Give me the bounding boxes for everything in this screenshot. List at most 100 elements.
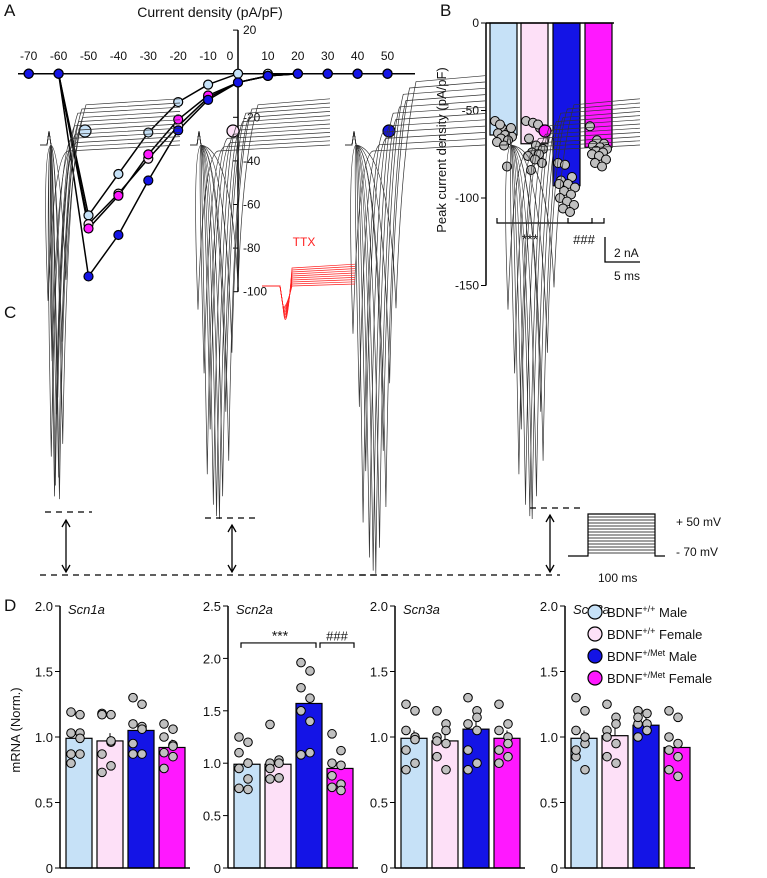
current-trace	[190, 102, 331, 353]
chart-b-point	[565, 207, 575, 217]
chart-d-y-tick-label: 1.5	[370, 665, 388, 680]
chart-d-point	[441, 764, 451, 775]
chart-d-point	[327, 758, 337, 769]
chart-b-point	[524, 133, 534, 144]
chart-b-point	[585, 121, 595, 132]
chart-d-panel-title: Scn2a	[236, 602, 273, 617]
chart-d-y-tick-label: 1.0	[540, 730, 558, 745]
chart-d-point	[128, 749, 138, 759]
chart-d-point	[494, 745, 504, 755]
current-trace	[345, 113, 486, 574]
chart-d-significance-bracket	[240, 642, 317, 648]
chart-a-x-tick-label: 20	[291, 49, 305, 63]
chart-d-point	[159, 763, 169, 774]
chart-d-y-tick-label: 2.0	[203, 651, 221, 666]
chart-d-annotation: ###	[326, 629, 348, 644]
legend-label: BDNF+/+ Female	[607, 626, 702, 642]
chart-d-point	[494, 758, 504, 769]
chart-a-point	[322, 68, 333, 79]
chart-d-point	[327, 782, 337, 793]
chart-d-y-tick-label: 2.5	[203, 599, 221, 614]
chart-d-point	[265, 763, 275, 774]
current-trace	[345, 94, 486, 508]
panel-label-d: D	[4, 596, 16, 615]
chart-d-point	[633, 732, 643, 742]
current-trace	[190, 127, 331, 505]
chart-d-point	[401, 699, 411, 710]
chart-d-point	[296, 682, 306, 693]
chart-d-y-tick-label: 0.5	[540, 796, 558, 811]
chart-a-point	[143, 127, 154, 138]
chart-d-point	[642, 725, 652, 736]
chart-d-point	[243, 784, 253, 795]
chart-a-point	[232, 68, 244, 79]
chart-d-point	[305, 716, 315, 727]
panel-label-b: B	[440, 1, 451, 20]
scale-time-label: 5 ms	[614, 269, 640, 283]
chart-d-point	[243, 758, 253, 769]
legend-marker	[587, 648, 603, 664]
current-trace	[190, 98, 331, 288]
current-trace	[190, 130, 331, 310]
arrowhead	[61, 518, 71, 574]
current-trace	[190, 130, 331, 374]
chart-d-point	[336, 785, 346, 796]
chart-a-x-tick-label: -20	[170, 49, 188, 63]
chart-a-point	[83, 210, 94, 221]
current-trace	[190, 119, 331, 517]
chart-a-point	[113, 168, 124, 180]
chart-d-point	[296, 706, 306, 716]
chart-a-point	[143, 175, 154, 186]
current-trace	[500, 123, 641, 520]
chart-d-point	[463, 745, 473, 755]
chart-d-point	[673, 712, 683, 723]
chart-d-y-tick-label: 1.0	[35, 730, 53, 745]
chart-d-point	[234, 747, 244, 758]
current-trace	[190, 106, 331, 412]
chart-d-point	[580, 706, 590, 716]
chart-d-point	[75, 749, 85, 759]
chart-d-panel-title: Scn1a	[68, 602, 105, 617]
chart-a-point	[23, 68, 34, 79]
chart-a-point	[53, 68, 64, 79]
ttx-trace	[262, 283, 356, 307]
chart-d-point	[168, 724, 178, 734]
chart-d-point	[664, 745, 674, 755]
current-trace	[345, 81, 486, 384]
chart-d-point	[401, 745, 411, 755]
chart-d-point	[494, 725, 504, 736]
chart-d-point	[503, 738, 513, 749]
chart-b-y-tick-label: -150	[455, 279, 479, 293]
chart-d-point	[296, 750, 306, 760]
chart-a-x-tick-label: -40	[110, 49, 128, 63]
chart-d-point	[274, 758, 284, 769]
panel-label-c: C	[4, 303, 16, 322]
chart-b-point	[554, 179, 564, 189]
chart-a-point	[83, 271, 94, 282]
legend-label: BDNF+/Met Male	[607, 648, 697, 664]
chart-d-point	[571, 745, 581, 755]
chart-b-point	[499, 140, 509, 151]
chart-d-point	[642, 708, 652, 719]
legend-marker	[587, 604, 603, 620]
chart-d-y-tick-label: 1.0	[203, 756, 221, 771]
chart-d-y-tick-label: 0	[214, 861, 221, 876]
protocol-duration-label: 100 ms	[598, 571, 637, 585]
current-trace	[345, 100, 486, 548]
chart-d-significance-bracket	[319, 642, 355, 648]
chart-d-point	[664, 764, 674, 775]
chart-a-point	[173, 96, 184, 108]
chart-d-point	[602, 732, 612, 742]
chart-d-point	[128, 719, 138, 729]
chart-d-point	[66, 758, 76, 769]
chart-d-point	[336, 760, 346, 771]
ttx-trace	[262, 274, 356, 313]
legend-marker	[587, 626, 603, 642]
chart-d-annotation: ***	[272, 628, 289, 644]
chart-a-x-tick-label: -50	[80, 49, 98, 63]
chart-d-y-tick-label: 1.0	[370, 730, 388, 745]
chart-b-point	[506, 123, 516, 133]
current-trace	[190, 130, 331, 475]
chart-d-point	[494, 699, 504, 710]
